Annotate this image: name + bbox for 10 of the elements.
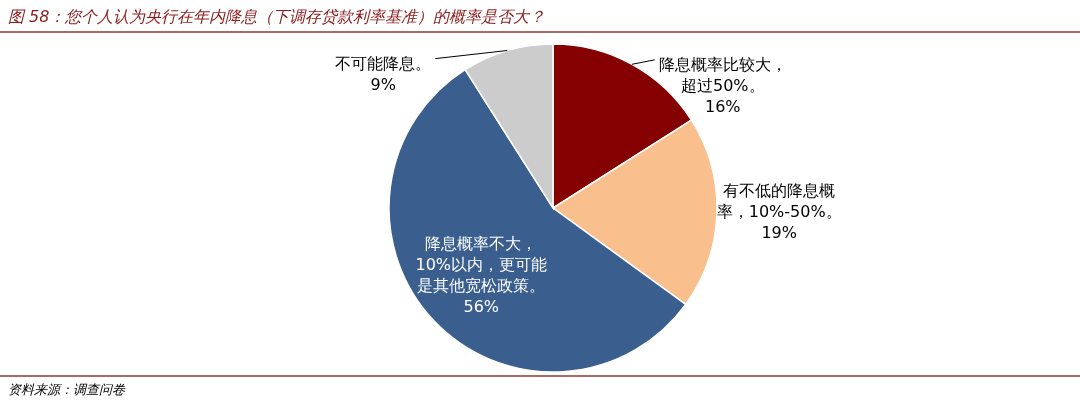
slice-label: 有不低的降息概率，10%-50%。 — [716, 181, 842, 222]
chart-title: 图 58：您个人认为央行在年内降息（下调存贷款利率基准）的概率是否大？ — [8, 7, 546, 26]
data-label: 9% — [370, 74, 396, 94]
slice-label: 降息概率比较大，超过50%。 — [658, 54, 787, 95]
slice-label: 降息概率不大，10%以内，更可能是其他宽松政策。 — [415, 233, 548, 295]
data-label: 16% — [704, 96, 741, 116]
data-label: 56% — [463, 296, 500, 316]
text: 资料来源：调查问卷 — [8, 382, 126, 397]
slice-label: 不可能降息。 — [335, 53, 432, 73]
data-label: 19% — [761, 223, 797, 243]
